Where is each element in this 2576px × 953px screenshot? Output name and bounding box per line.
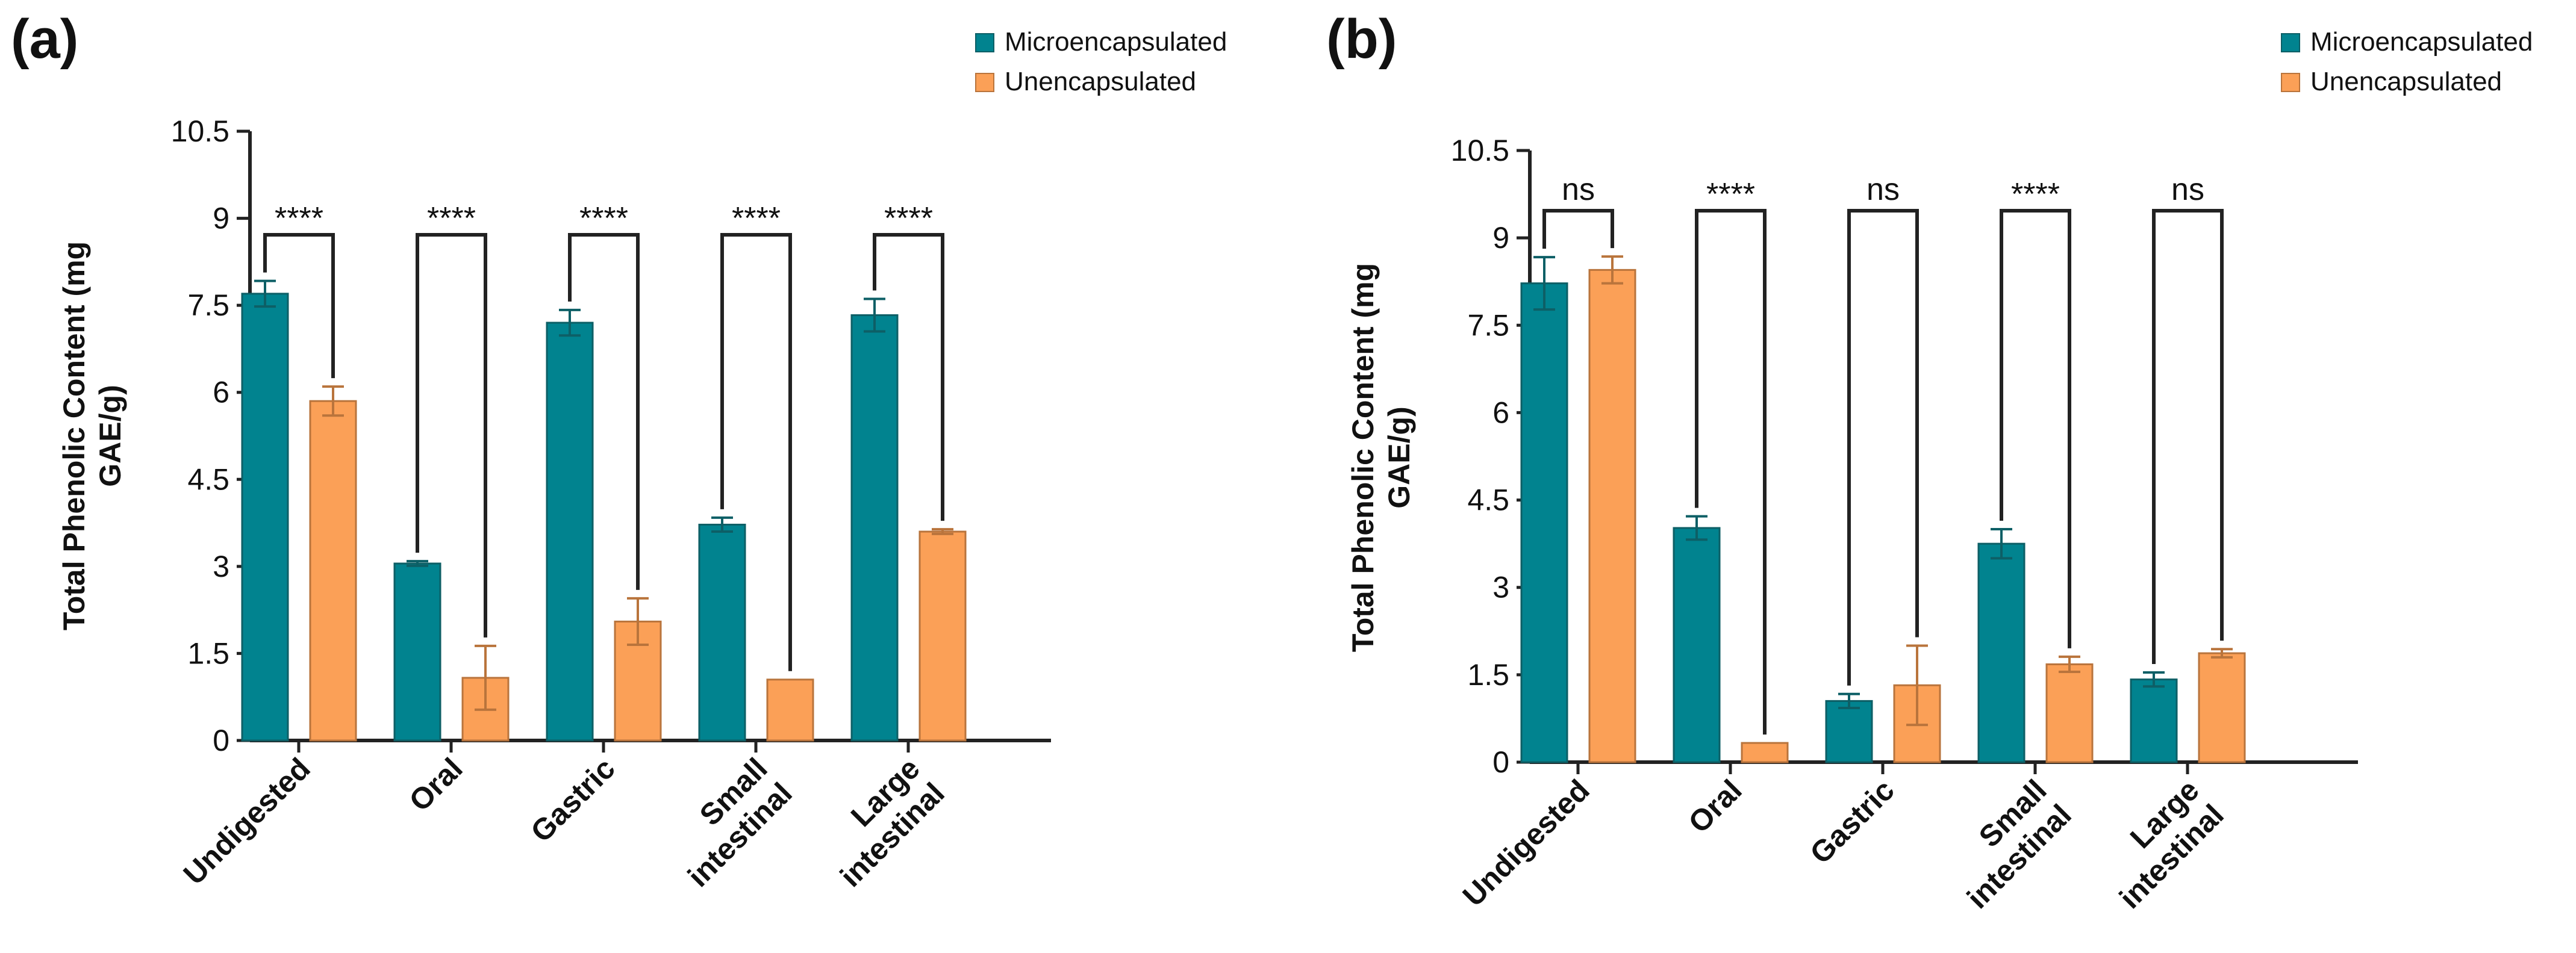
significance-label: ns [1562, 172, 1595, 207]
chart-panel-b: (b) Total Phenolic Content (mgGAE/g) 0 1.5 3… [1326, 8, 2533, 915]
significance-bracket [873, 233, 944, 521]
unencapsulated-bar [766, 678, 814, 742]
category-label: Largeintestinal [809, 751, 951, 893]
category-label: Undigested [177, 751, 317, 891]
legend-label: Unencapsulated [1005, 67, 1196, 96]
y-tick-label: 4.5 [1467, 483, 1509, 517]
bar-group-gastric: **** [546, 201, 662, 742]
unencapsulated-legend-swatch [2281, 73, 2300, 92]
category-label: Largeintestinal [2088, 773, 2230, 915]
y-tick-label: 1.5 [1467, 658, 1509, 692]
bar-group-large-intestinal: ns [2130, 172, 2246, 763]
significance-label: ns [2171, 172, 2204, 207]
microencapsulated-bar [546, 321, 594, 742]
y-tick-label: 6 [1492, 396, 1509, 429]
significance-bracket [416, 233, 487, 638]
unencapsulated-bar [309, 400, 357, 742]
category-label: Gastric [524, 751, 621, 848]
significance-bracket [1847, 209, 1919, 686]
microencapsulated-bar [850, 314, 899, 742]
microencapsulated-bar [1520, 282, 1568, 763]
unencapsulated-bar [1588, 269, 1636, 763]
panel-label: (a) [11, 8, 78, 70]
significance-bracket [1542, 209, 1614, 249]
unencapsulated-bar [1741, 742, 1789, 763]
significance-label: **** [1706, 177, 1755, 212]
y-tick-label: 9 [213, 202, 229, 235]
microencapsulated-bar [241, 293, 289, 742]
microencapsulated-bar [393, 562, 441, 742]
y-axis-title: Total Phenolic Content (mgGAE/g) [1346, 263, 1416, 652]
significance-label: **** [427, 201, 476, 236]
category-label: Smallintestinal [656, 751, 799, 893]
y-tick-label: 7.5 [187, 288, 229, 322]
chart-panel-a: (a) Total Phenolic Content (mgGAE/g) 0 1.5 3… [11, 8, 1227, 893]
significance-bracket [263, 233, 335, 379]
y-tick-label: 0 [1492, 745, 1509, 779]
legend-label: Microencapsulated [1005, 27, 1227, 57]
significance-bracket [720, 233, 792, 671]
significance-label: **** [884, 201, 933, 236]
microencapsulated-bar [1825, 700, 1873, 763]
y-tick-label: 0 [213, 724, 229, 757]
panel-label: (b) [1326, 8, 1397, 70]
microencapsulated-legend-swatch [2281, 33, 2300, 52]
significance-bracket [2152, 209, 2224, 664]
legend-label: Unencapsulated [2310, 67, 2502, 96]
y-tick-label: 6 [213, 376, 229, 409]
category-label: Smallintestinal [1936, 773, 2078, 915]
significance-label: **** [2011, 177, 2060, 212]
significance-label: **** [732, 201, 781, 236]
y-tick-label: 3 [1492, 571, 1509, 604]
microencapsulated-bar [1977, 542, 2026, 763]
y-axis-title: Total Phenolic Content (mgGAE/g) [57, 241, 127, 630]
y-tick-label: 9 [1492, 221, 1509, 255]
legend-label: Microencapsulated [2310, 27, 2533, 57]
bar-group-undigested: ns [1520, 172, 1636, 763]
microencapsulated-legend-swatch [975, 33, 994, 52]
category-label: Gastric [1803, 773, 1900, 870]
y-tick-label: 10.5 [171, 114, 229, 148]
bar-group-large-intestinal: **** [850, 201, 967, 742]
bar-group-oral: **** [393, 201, 510, 742]
unencapsulated-bar [2198, 652, 2246, 763]
y-tick-label: 7.5 [1467, 308, 1509, 342]
significance-label: **** [275, 201, 323, 236]
significance-label: **** [579, 201, 628, 236]
significance-bracket [568, 233, 640, 590]
significance-bracket [2000, 209, 2071, 648]
category-label: Undigested [1456, 773, 1596, 913]
bar-group-small-intestinal: **** [1977, 177, 2094, 763]
significance-label: ns [1867, 172, 1900, 207]
bar-group-small-intestinal: **** [698, 201, 814, 742]
y-tick-label: 4.5 [187, 462, 229, 496]
microencapsulated-bar [698, 523, 746, 742]
y-tick-label: 10.5 [1451, 134, 1509, 167]
y-tick-label: 3 [213, 550, 229, 583]
bar-group-gastric: ns [1825, 172, 1941, 763]
category-label: Oral [402, 751, 469, 818]
unencapsulated-legend-swatch [975, 73, 994, 92]
unencapsulated-bar [918, 530, 967, 742]
unencapsulated-bar [2045, 663, 2094, 763]
microencapsulated-bar [1673, 527, 1721, 763]
y-tick-label: 1.5 [187, 636, 229, 670]
category-label: Oral [1682, 773, 1748, 839]
bar-group-oral: **** [1673, 177, 1789, 763]
significance-bracket [1695, 209, 1767, 735]
bar-group-undigested: **** [241, 201, 357, 742]
microencapsulated-bar [2130, 678, 2178, 763]
